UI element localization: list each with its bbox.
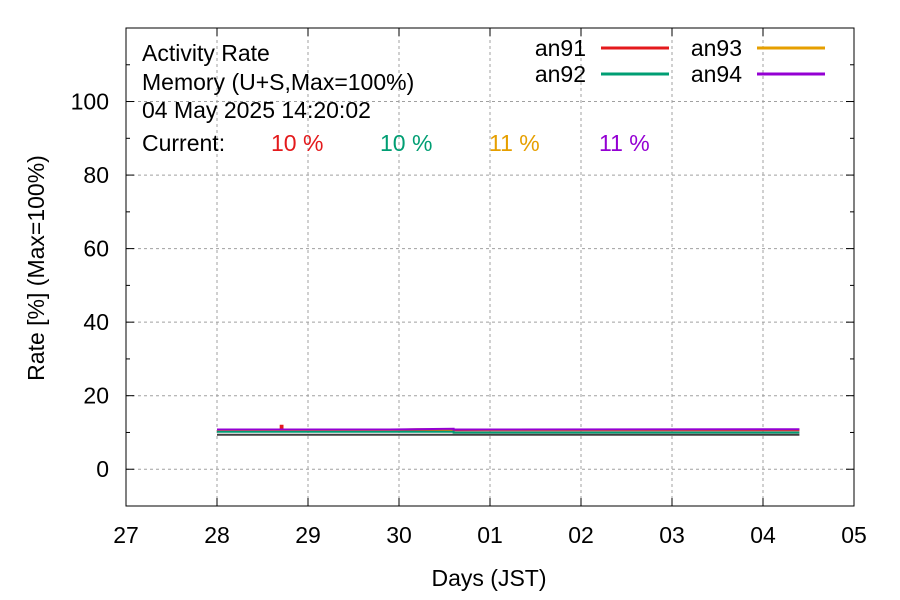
title-line-3: 04 May 2025 14:20:02 xyxy=(142,97,371,123)
y-tick-label: 100 xyxy=(71,89,109,115)
x-tick-label: 05 xyxy=(841,522,867,548)
x-tick-label: 29 xyxy=(295,522,321,548)
x-tick-label: 04 xyxy=(750,522,776,548)
legend-label-an94: an94 xyxy=(691,61,742,87)
current-value-an94: 11 % xyxy=(599,130,650,156)
title-block: Activity Rate Memory (U+S,Max=100%) 04 M… xyxy=(142,40,650,156)
current-value-an93: 11 % xyxy=(489,130,540,156)
current-label: Current: xyxy=(142,130,225,156)
y-axis-label: Rate [%] (Max=100%) xyxy=(23,155,49,381)
x-tick-label: 28 xyxy=(204,522,230,548)
plot-frame xyxy=(125,27,855,507)
y-tick-label: 40 xyxy=(83,309,109,335)
title-line-1: Activity Rate xyxy=(142,40,270,66)
grid xyxy=(126,28,854,506)
y-tick-label: 0 xyxy=(96,456,109,482)
y-tick-label: 20 xyxy=(83,383,109,409)
current-value-an91: 10 % xyxy=(271,130,323,156)
legend-label-an92: an92 xyxy=(535,61,586,87)
x-tick-label: 03 xyxy=(659,522,685,548)
series-line-an94 xyxy=(217,427,800,431)
x-tick-label: 01 xyxy=(477,522,503,548)
tick-labels: 27 28 29 30 01 02 03 04 05 0 20 40 60 80 100 xyxy=(71,89,867,548)
x-tick-label: 02 xyxy=(568,522,594,548)
legend-label-an93: an93 xyxy=(691,35,742,61)
legend: an91 an92 an93 an94 xyxy=(535,35,825,87)
x-tick-label: 30 xyxy=(386,522,412,548)
title-line-2: Memory (U+S,Max=100%) xyxy=(142,69,414,95)
y-tick-label: 60 xyxy=(83,236,109,262)
series-line-an92 xyxy=(217,430,800,434)
legend-label-an91: an91 xyxy=(535,35,586,61)
series-layer xyxy=(217,424,800,436)
x-axis-label: Days (JST) xyxy=(432,565,547,591)
x-tick-label: 27 xyxy=(113,522,139,548)
current-value-an92: 10 % xyxy=(380,130,432,156)
y-tick-label: 80 xyxy=(83,162,109,188)
